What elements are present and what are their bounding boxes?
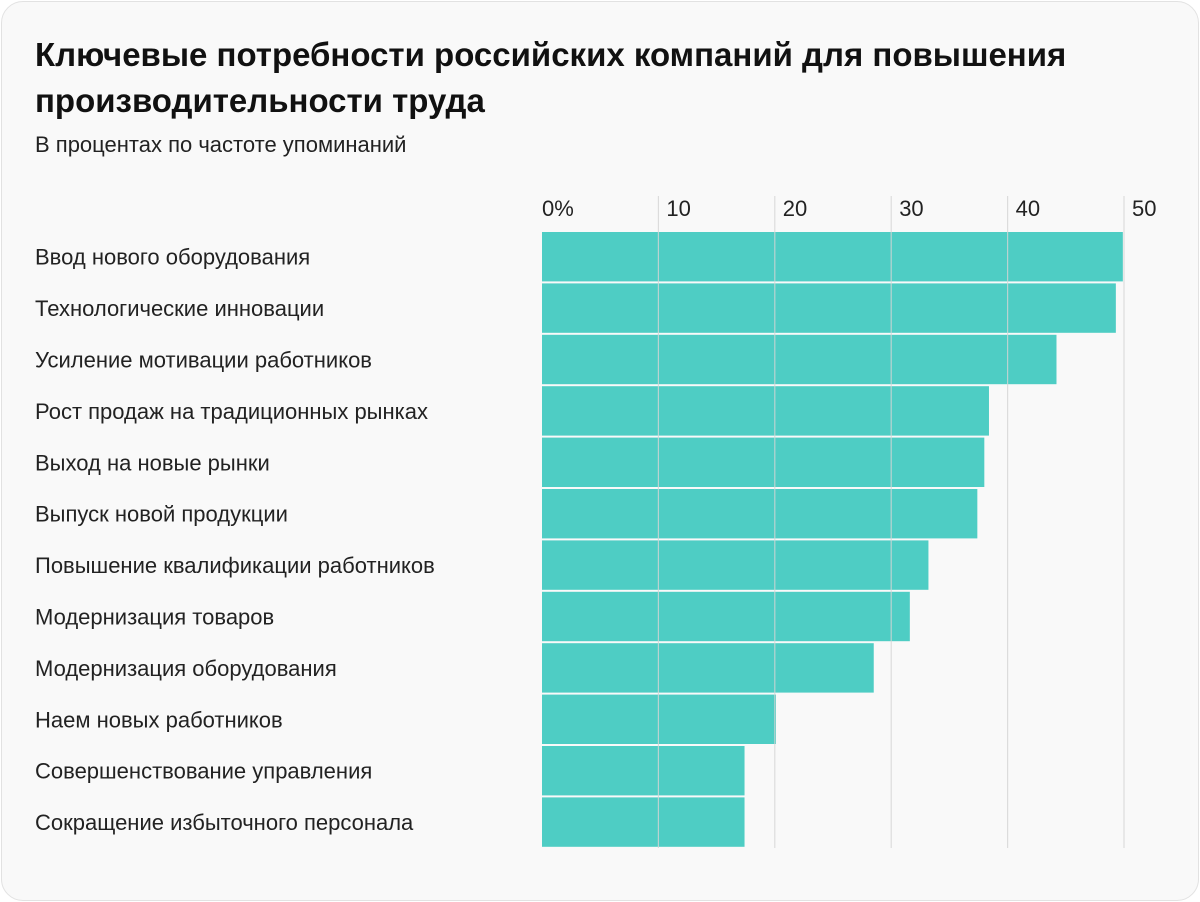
category-label: Модернизация товаров: [35, 605, 274, 630]
bar: [542, 591, 910, 642]
tick-label: 50: [1132, 196, 1156, 221]
category-label: Наем новых работников: [35, 707, 283, 732]
category-label: Выпуск новой продукции: [35, 502, 288, 527]
tick-label: 40: [1016, 196, 1040, 221]
category-label: Совершенствование управления: [35, 759, 372, 784]
bar: [542, 489, 978, 539]
tick-label: 30: [899, 196, 923, 221]
category-label: Рост продаж на традиционных рынках: [35, 399, 428, 424]
chart-subtitle: В процентах по частоте упоминаний: [35, 132, 407, 157]
bar: [542, 746, 745, 796]
bar: [542, 283, 1116, 333]
category-label: Повышение квалификации работников: [35, 553, 435, 578]
tick-label: 20: [783, 196, 807, 221]
chart-title: Ключевые потребности российских компаний…: [35, 36, 1067, 119]
category-label: Выход на новые рынки: [35, 450, 270, 475]
bar: [542, 437, 985, 487]
bar: [542, 334, 1057, 385]
category-label: Модернизация оборудования: [35, 656, 337, 681]
bar: [542, 797, 745, 847]
bar: [542, 643, 874, 693]
tick-label: 10: [666, 196, 690, 221]
bar: [542, 232, 1123, 282]
category-label: Сокращение избыточного персонала: [35, 810, 414, 835]
tick-label: 0%: [542, 196, 574, 221]
category-label: Усиление мотивации работников: [35, 348, 372, 373]
bar: [542, 540, 929, 590]
category-label: Технологические инновации: [35, 296, 324, 321]
category-label: Ввод нового оборудования: [35, 245, 310, 270]
bar: [542, 386, 989, 436]
